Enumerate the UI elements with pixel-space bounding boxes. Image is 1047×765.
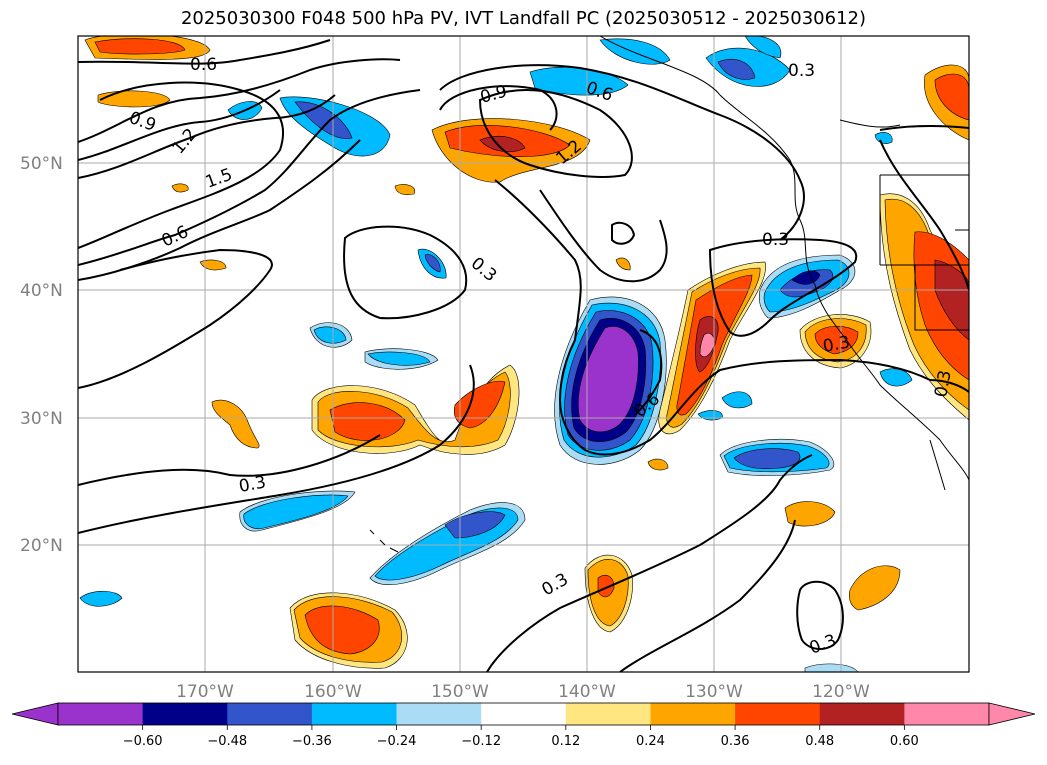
colorbar: −0.60 −0.48 −0.36 −0.24 −0.12 0.12 0.24 0.36 0.4… [11,702,1036,749]
latitude-labels: 50°N 40°N 30°N 20°N [20,154,63,556]
svg-text:0.3: 0.3 [237,473,267,497]
svg-text:0.3: 0.3 [821,333,851,357]
colorbar-extend-min [11,702,59,726]
svg-text:0.6: 0.6 [190,55,217,75]
colorbar-tick-label: −0.36 [292,734,332,749]
colorbar-extend-max [988,702,1036,726]
svg-text:0.3: 0.3 [931,369,955,399]
longitude-labels: 170°W 160°W 150°W 140°W 130°W 120°W [176,682,870,702]
colorbar-swatch [311,703,398,725]
lat-label-40n: 40°N [20,281,63,301]
lat-label-50n: 50°N [20,154,63,174]
colorbar-swatch [227,703,313,725]
colorbar-tick-label: 0.60 [890,734,919,749]
colorbar-tick-label: −0.24 [377,734,417,749]
lon-label-160w: 160°W [304,682,362,702]
lat-label-20n: 20°N [20,536,63,556]
colorbar-swatch [735,703,821,725]
svg-text:0.3: 0.3 [762,230,789,250]
colorbar-tick-label: 0.12 [551,734,580,749]
lon-label-170w: 170°W [176,682,234,702]
colorbar-swatch [481,703,567,725]
contour-lines [78,39,969,672]
svg-text:0.3: 0.3 [788,61,815,81]
colorbar-ticks: −0.60 −0.48 −0.36 −0.24 −0.12 0.12 0.24 0.36 0.4… [123,725,919,749]
colorbar-tick-label: 0.48 [805,734,834,749]
colorbar-tick-label: −0.12 [461,734,501,749]
colorbar-swatch [904,703,990,725]
plot-frame [77,35,970,673]
colorbar-tick-label: 0.36 [721,734,750,749]
shaded-anomalies [79,36,969,672]
colorbar-swatch [58,703,144,725]
colorbar-swatch [650,703,736,725]
graticule [78,36,969,672]
lon-label-140w: 140°W [558,682,616,702]
lat-label-30n: 30°N [20,409,63,429]
lon-label-130w: 130°W [685,682,743,702]
coastlines [369,36,969,553]
colorbar-swatch [396,703,482,725]
colorbar-tick-label: −0.48 [207,734,247,749]
lon-label-150w: 150°W [431,682,489,702]
colorbar-swatch [819,703,905,725]
lon-label-120w: 120°W [812,682,870,702]
colorbar-tick-label: −0.60 [123,734,163,749]
colorbar-tick-label: 0.24 [636,734,665,749]
colorbar-swatch [142,703,228,725]
colorbar-segments [57,702,990,726]
map-title: 2025030300 F048 500 hPa PV, IVT Landfall… [180,8,867,29]
colorbar-swatch [565,703,651,725]
